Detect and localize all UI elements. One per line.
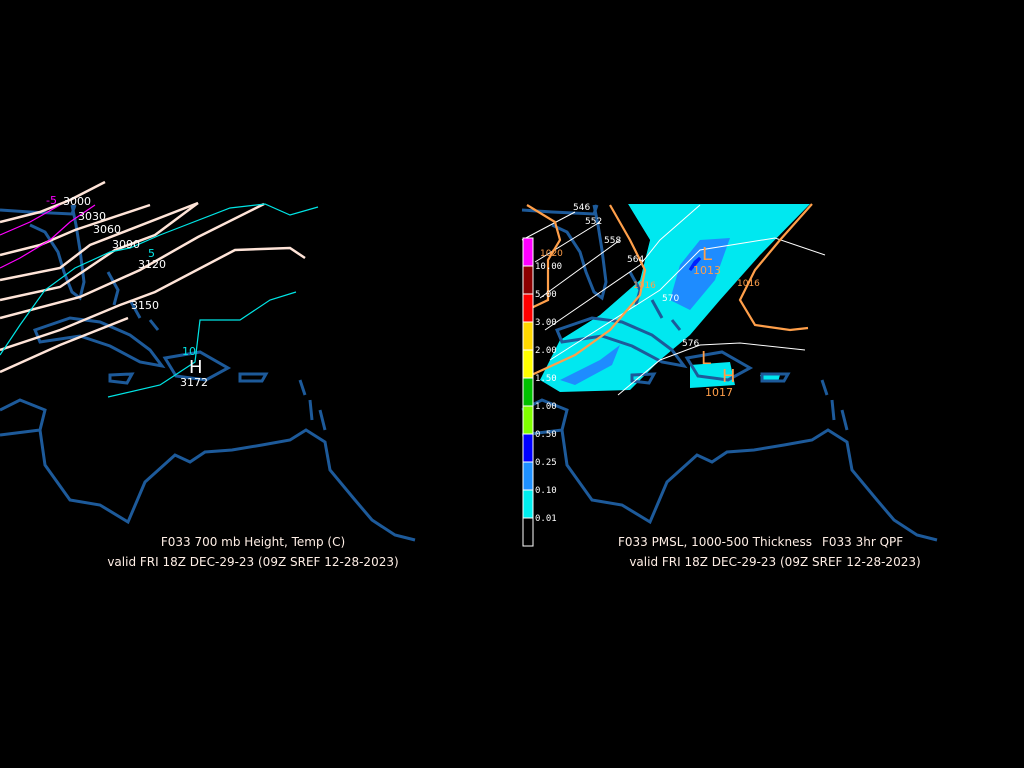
temp-label: 10 (182, 345, 196, 358)
high-pressure-marker: H (189, 357, 203, 378)
colorbar-swatch (522, 433, 534, 463)
colorbar-swatch (522, 461, 534, 491)
isobar-labels: 1020 1016 1013 1016 1017 (540, 249, 760, 399)
temp-label: 5 (148, 247, 155, 260)
right-title-b: F033 3hr QPF (822, 535, 903, 549)
colorbar-swatch (522, 265, 534, 295)
qpf-colorbar: 10.00 5.00 3.00 2.00 1.50 1.00 0.50 0.25 0.10 0.0… (522, 237, 562, 547)
left-map: 3000 3030 3060 3090 3120 3150 3172 -5 5 … (0, 180, 417, 569)
height-label: 3172 (180, 376, 208, 389)
height-label: 3120 (138, 258, 166, 271)
colorbar-label: 1.50 (535, 374, 557, 384)
left-valid-time: valid FRI 18Z DEC-29-23 (09Z SREF 12-28-… (107, 555, 398, 569)
thickness-label: 570 (662, 294, 679, 304)
isobar-label: 1016 (737, 279, 760, 289)
colorbar-label: 0.50 (535, 430, 557, 440)
cold-temp-contours (0, 204, 96, 269)
right-title-a: F033 PMSL, 1000-500 Thickness (618, 535, 812, 549)
isobar-label: 1016 (633, 281, 656, 291)
colorbar-swatch (522, 377, 534, 407)
colorbar-label: 2.00 (535, 346, 557, 356)
colorbar-swatch (522, 517, 534, 547)
height-label: 3150 (131, 299, 159, 312)
thickness-label: 564 (627, 255, 644, 265)
height-label: 3000 (63, 195, 91, 208)
thickness-label: 546 (573, 203, 590, 213)
colorbar-swatch (522, 237, 534, 267)
low-pressure-marker: L (702, 244, 712, 265)
thickness-labels: 546 552 558 564 570 576 (573, 203, 699, 349)
thickness-label: 552 (585, 217, 602, 227)
colorbar-swatch (522, 405, 534, 435)
qpf-field (522, 204, 810, 392)
height-label: 3090 (112, 238, 140, 251)
colorbar-swatch (522, 293, 534, 323)
thickness-label: 558 (604, 236, 621, 246)
colorbar-label: 3.00 (535, 318, 557, 328)
colorbar-label: 5.00 (535, 290, 557, 300)
isobar-label: 1013 (693, 264, 721, 277)
right-map: 546 552 558 564 570 576 1020 1016 1013 1… (520, 203, 939, 569)
coastline (0, 203, 417, 542)
isobar-label: 1020 (540, 249, 563, 259)
isobar-label: 1017 (705, 386, 733, 399)
temp-label: -5 (46, 194, 57, 207)
colorbar-label: 0.25 (535, 458, 557, 468)
colorbar-swatch (522, 349, 534, 379)
colorbar-label: 0.01 (535, 514, 557, 524)
colorbar-swatch (522, 321, 534, 351)
colorbar-swatch (522, 489, 534, 519)
height-labels: 3000 3030 3060 3090 3120 3150 3172 (63, 195, 208, 389)
height-label: 3060 (93, 223, 121, 236)
height-contours (0, 180, 306, 374)
height-label: 3030 (78, 210, 106, 223)
colorbar-label: 1.00 (535, 402, 557, 412)
temp-contours (0, 203, 319, 398)
colorbar-label: 10.00 (535, 262, 562, 272)
low-pressure-marker: L (701, 348, 711, 369)
high-pressure-marker: H (722, 366, 736, 387)
thickness-label: 576 (682, 339, 699, 349)
right-valid-time: valid FRI 18Z DEC-29-23 (09Z SREF 12-28-… (629, 555, 920, 569)
left-title: F033 700 mb Height, Temp (C) (161, 535, 345, 549)
isobars (524, 203, 813, 379)
colorbar-label: 0.10 (535, 486, 557, 496)
